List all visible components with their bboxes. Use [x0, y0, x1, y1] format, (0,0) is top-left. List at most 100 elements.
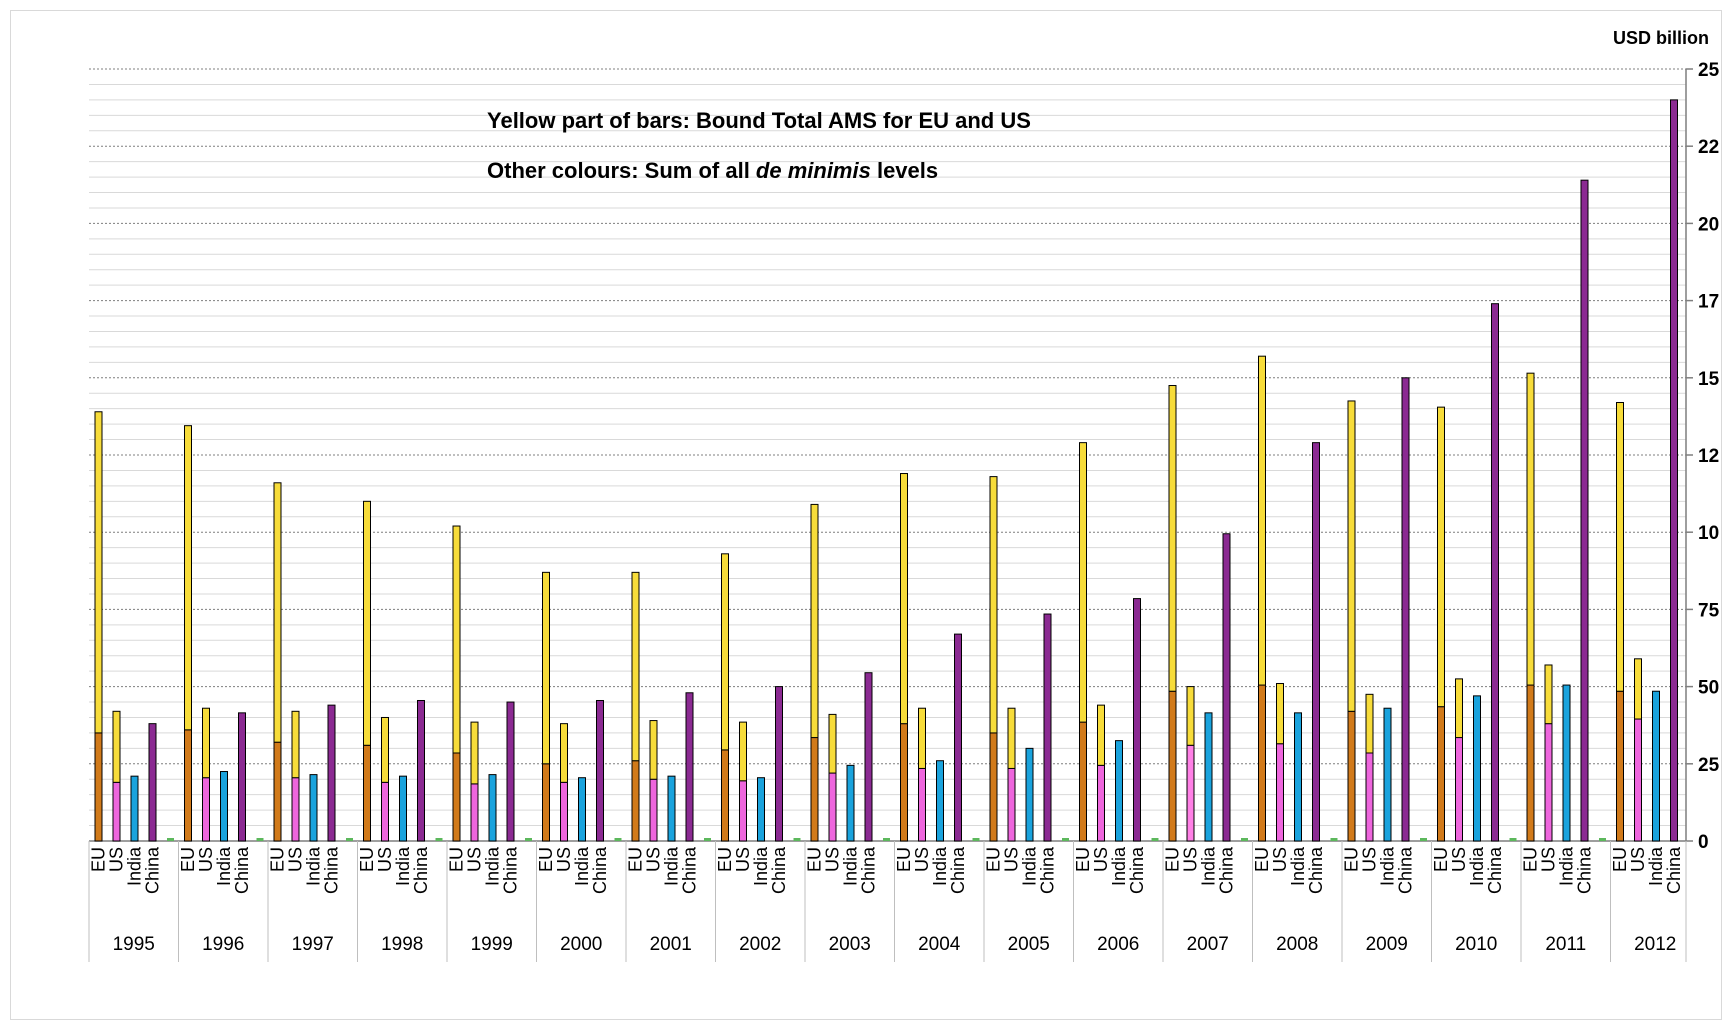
x-category-label: EU	[894, 847, 914, 872]
x-category-label: EU	[1073, 847, 1093, 872]
bar-us-deminimis	[1097, 764, 1105, 842]
x-category-label: China	[1127, 846, 1147, 894]
x-category-label: US	[1628, 847, 1648, 872]
bar-eu-bound-ams	[989, 476, 998, 734]
x-year-label: 2010	[1455, 934, 1497, 955]
bar-india	[1025, 747, 1034, 842]
bar-us-deminimis	[112, 781, 121, 842]
annotation-line-2-prefix: Other colours: Sum of all	[487, 158, 756, 183]
bar-us-deminimis	[560, 781, 568, 842]
annotation-line-2-italic: de minimis	[755, 158, 871, 183]
x-category-label: India	[483, 846, 503, 886]
x-category-label: India	[1288, 846, 1308, 886]
bar-eu-deminimis	[273, 741, 282, 842]
x-year-label: 1996	[202, 934, 244, 955]
x-category-label: India	[1020, 846, 1040, 886]
y-tick-label: 75	[1698, 600, 1720, 621]
bar-eu-bound-ams	[1347, 400, 1356, 712]
bar-eu-bound-ams	[542, 571, 550, 765]
bar-eu-bound-ams	[1258, 355, 1266, 686]
x-category-label: EU	[178, 847, 198, 872]
x-category-label: India	[1467, 846, 1487, 886]
bar-us-bound-ams	[112, 710, 121, 783]
bar-china	[148, 723, 157, 842]
x-category-label: China	[680, 846, 700, 894]
x-year-label: 2012	[1634, 934, 1676, 955]
bar-eu-bound-ams	[721, 553, 729, 751]
bar-china	[685, 692, 694, 842]
x-year-label: 2011	[1545, 934, 1586, 955]
y-tick-label: 17	[1698, 292, 1719, 313]
bar-china	[327, 704, 336, 842]
bar-eu-deminimis	[900, 723, 908, 842]
bar-india	[1115, 740, 1123, 842]
x-year-label: 2001	[650, 934, 692, 955]
bar-us-bound-ams	[560, 723, 568, 783]
bar-us-bound-ams	[918, 707, 926, 769]
annotation-line-2-suffix: levels	[870, 158, 939, 183]
x-category-label: China	[1485, 846, 1505, 894]
group-separator-marker	[435, 838, 443, 841]
group-separator-marker	[525, 838, 532, 841]
group-separator-marker	[256, 838, 264, 841]
x-category-label: India	[1646, 846, 1666, 886]
bar-us-deminimis	[291, 777, 300, 842]
bar-us-deminimis	[1276, 743, 1284, 842]
y-tick-label: 25	[1698, 60, 1720, 81]
x-year-label: 1995	[113, 934, 155, 955]
x-category-label: India	[125, 846, 145, 886]
chart-frame	[10, 10, 1722, 1020]
bar-us-bound-ams	[1455, 678, 1463, 739]
bar-china	[1670, 99, 1678, 842]
bar-china	[775, 686, 783, 842]
x-category-label: EU	[447, 847, 467, 872]
bar-us-deminimis	[1455, 737, 1463, 842]
x-category-label: China	[1038, 846, 1058, 894]
bar-eu-bound-ams	[1616, 402, 1624, 692]
x-year-label: 2005	[1008, 934, 1050, 955]
y-tick-label: 0	[1698, 832, 1709, 853]
bar-us-deminimis	[381, 781, 389, 842]
x-category-label: US	[286, 847, 306, 872]
x-category-label: US	[1270, 847, 1290, 872]
bar-china	[864, 672, 873, 842]
x-category-label: US	[1002, 847, 1022, 872]
bar-india	[399, 775, 407, 842]
x-category-label: US	[912, 847, 932, 872]
x-category-label: US	[1360, 847, 1380, 872]
bar-india	[1294, 712, 1302, 842]
group-separator-marker	[1330, 838, 1338, 841]
bar-india	[757, 777, 765, 842]
group-separator-marker	[704, 838, 711, 841]
bar-eu-deminimis	[1526, 684, 1535, 842]
bar-us-bound-ams	[1186, 686, 1195, 746]
bar-eu-bound-ams	[1079, 442, 1087, 723]
x-category-label: India	[1378, 846, 1398, 886]
bar-india	[667, 775, 676, 842]
x-category-label: US	[1091, 847, 1111, 872]
x-category-label: EU	[626, 847, 646, 872]
y-tick-label: 25	[1698, 755, 1720, 776]
x-category-label: EU	[268, 847, 288, 872]
x-category-label: India	[393, 846, 413, 886]
bar-us-deminimis	[1634, 718, 1642, 842]
bar-us-bound-ams	[381, 716, 389, 783]
x-year-label: 2003	[829, 934, 871, 955]
x-category-label: EU	[89, 847, 109, 872]
x-category-label: US	[733, 847, 753, 872]
x-year-label: 1998	[381, 934, 423, 955]
bar-china	[417, 699, 425, 842]
bar-india	[1562, 684, 1571, 842]
x-category-label: EU	[984, 847, 1004, 872]
x-category-label: EU	[1610, 847, 1630, 872]
x-category-label: India	[572, 846, 592, 886]
bar-eu-deminimis	[1079, 721, 1087, 842]
group-separator-marker	[793, 838, 801, 841]
bar-india	[1473, 695, 1481, 842]
bar-us-deminimis	[1007, 767, 1016, 842]
bar-us-deminimis	[1186, 744, 1195, 842]
x-category-label: India	[214, 846, 234, 886]
x-category-label: US	[1181, 847, 1201, 872]
bar-china	[1401, 377, 1410, 842]
bar-eu-bound-ams	[810, 503, 819, 739]
